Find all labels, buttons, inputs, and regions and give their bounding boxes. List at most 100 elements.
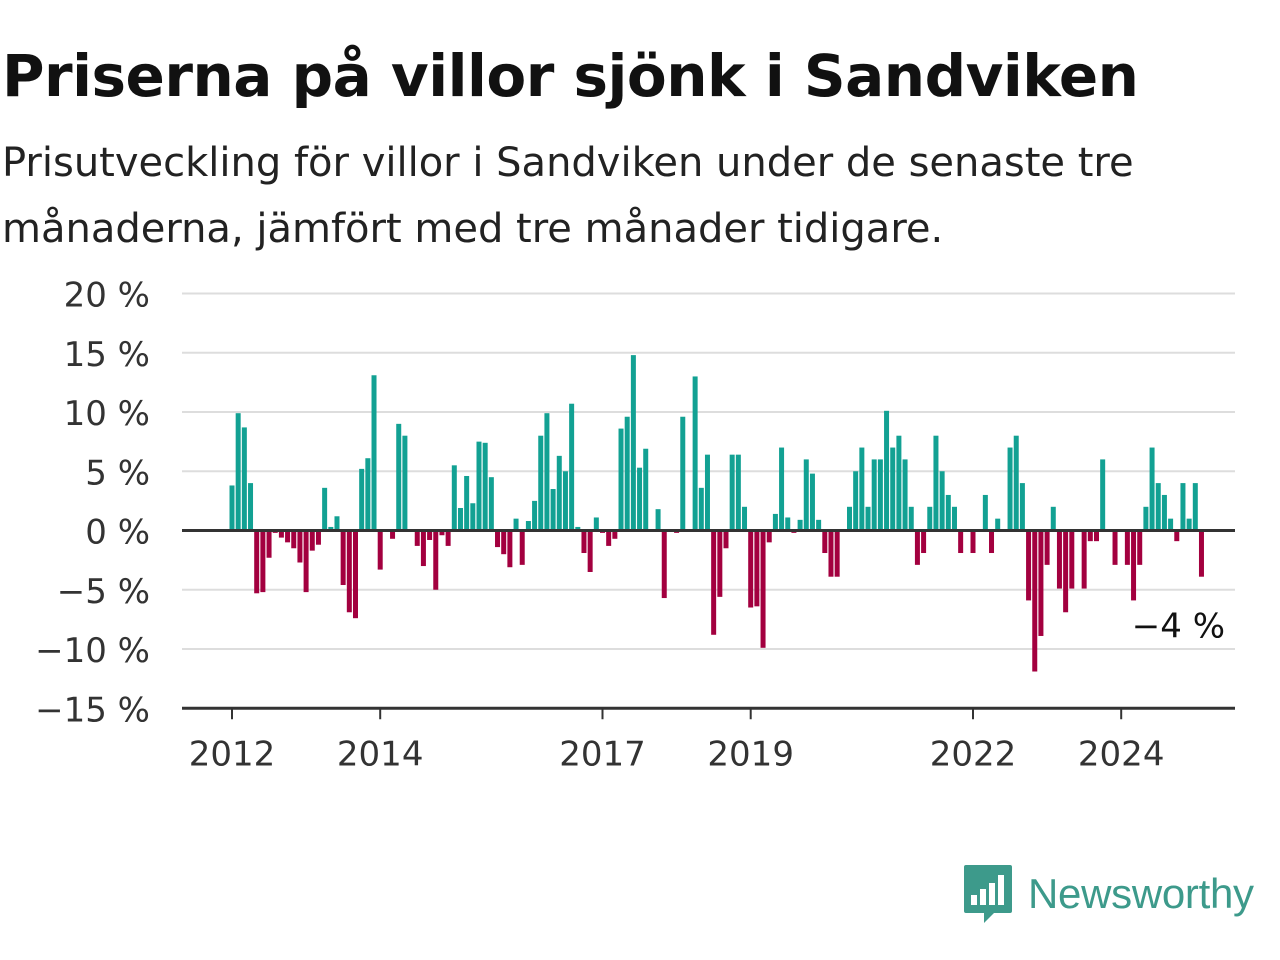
bar (853, 471, 859, 531)
bar (723, 530, 729, 549)
bar (624, 416, 630, 531)
bar (229, 485, 235, 531)
bar (908, 506, 914, 531)
x-tick-label: 2022 (930, 734, 1017, 774)
bar (927, 506, 933, 531)
y-tick-label: 15 % (64, 335, 150, 375)
bar (822, 530, 828, 554)
bar (248, 483, 254, 531)
bar (1100, 459, 1106, 531)
bar (877, 459, 883, 531)
bar (661, 530, 667, 599)
bar (1174, 530, 1180, 542)
bar (717, 530, 723, 597)
bar (581, 530, 587, 554)
bar (346, 530, 352, 613)
bar (420, 530, 426, 567)
axes (182, 529, 1235, 710)
bar (618, 428, 624, 531)
bar (1124, 530, 1130, 565)
bar (1038, 530, 1044, 636)
bar (785, 517, 791, 531)
bar (735, 454, 741, 531)
y-tick-label: 5 % (85, 453, 150, 493)
bar (958, 530, 964, 554)
bar (1069, 530, 1075, 589)
bar (235, 413, 241, 531)
bar (1192, 483, 1198, 531)
bar (1149, 447, 1155, 531)
bar (1013, 435, 1019, 531)
bar (365, 458, 371, 531)
bar (1180, 483, 1186, 531)
bar (754, 530, 760, 607)
bar (575, 526, 581, 531)
bar (1026, 530, 1032, 601)
brand-name: Newsworthy (1028, 870, 1254, 917)
bar (303, 530, 309, 593)
bar (538, 435, 544, 531)
bar (254, 530, 260, 594)
bar (519, 530, 525, 565)
bar (396, 423, 402, 531)
bar (495, 530, 501, 548)
bar (371, 375, 377, 531)
bar (692, 376, 698, 531)
bar (1161, 494, 1167, 531)
bar (470, 503, 476, 531)
x-tick-label: 2024 (1078, 734, 1165, 774)
bar (334, 516, 340, 531)
bar (748, 530, 754, 608)
bar (711, 530, 717, 635)
bar (982, 494, 988, 531)
bar (593, 517, 599, 531)
x-tick-label: 2019 (707, 734, 794, 774)
bar (1131, 530, 1137, 601)
bar (939, 471, 945, 531)
bar (760, 530, 766, 648)
bar (556, 455, 562, 531)
bar (890, 447, 896, 531)
y-tick-label: 20 % (64, 276, 150, 316)
bar (779, 447, 785, 531)
bar (297, 530, 303, 563)
bar (884, 410, 890, 531)
bar (322, 487, 328, 531)
bar (340, 530, 346, 586)
newsworthy-logo: Newsworthy (962, 862, 1254, 926)
bar (729, 454, 735, 531)
bar (445, 530, 451, 546)
bar (285, 530, 291, 543)
bar (766, 530, 772, 543)
bar (989, 530, 995, 554)
bar (315, 530, 321, 545)
bar (1198, 530, 1204, 577)
bar (995, 518, 1001, 531)
bar (970, 530, 976, 554)
bar (1087, 530, 1093, 542)
bar (1050, 506, 1056, 531)
last-value-label: −4 % (1132, 607, 1225, 647)
bar (606, 530, 612, 546)
bar (847, 506, 852, 531)
bar (1186, 518, 1192, 531)
bar (797, 519, 803, 531)
bar (1044, 530, 1050, 565)
bar (816, 519, 822, 531)
bar (828, 530, 834, 577)
bar (945, 494, 951, 531)
bar (414, 530, 420, 546)
bar (704, 454, 710, 531)
bar (291, 530, 297, 549)
bar (457, 507, 463, 531)
bar (772, 513, 778, 531)
x-tick-label: 2012 (189, 734, 276, 774)
bar (742, 506, 748, 531)
bar (359, 468, 365, 531)
bar (587, 530, 593, 572)
bar (433, 530, 439, 590)
bar (834, 530, 840, 577)
bar (902, 459, 908, 531)
bar (513, 518, 519, 531)
